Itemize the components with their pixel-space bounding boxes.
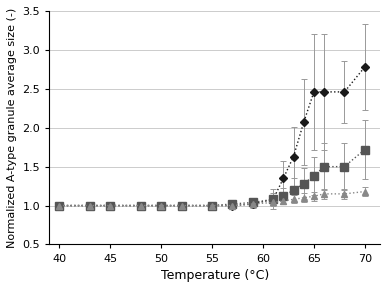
X-axis label: Temperature (°C): Temperature (°C)	[161, 269, 269, 282]
Y-axis label: Normalized A-type granule average size (-): Normalized A-type granule average size (…	[7, 8, 17, 248]
